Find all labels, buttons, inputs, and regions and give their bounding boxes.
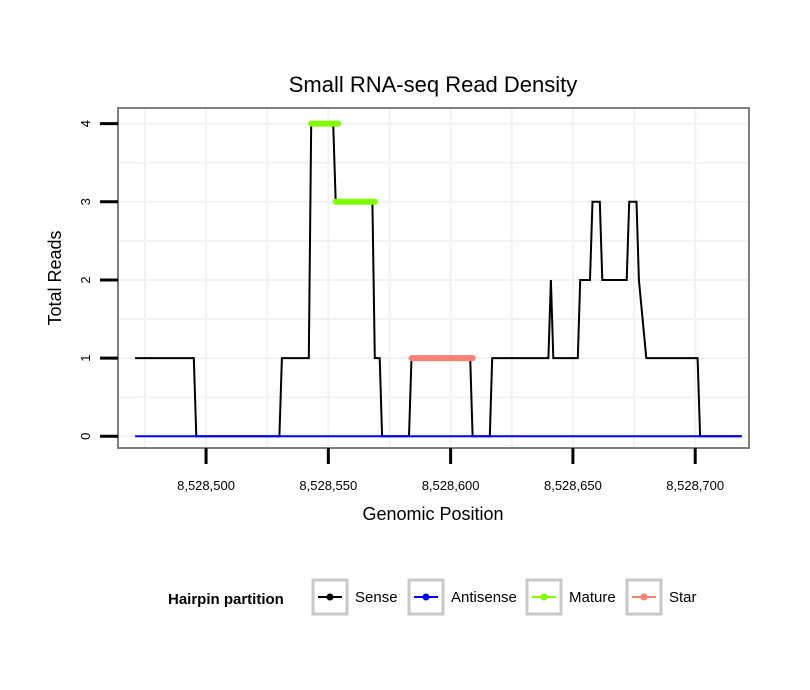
x-tick-label: 8,528,500 — [177, 478, 235, 493]
plot-panel-bg — [118, 108, 749, 448]
plot-area — [117, 107, 750, 449]
y-tick-label: 2 — [78, 276, 93, 283]
chart-title: Small RNA-seq Read Density — [289, 72, 578, 97]
legend-label-antisense: Antisense — [451, 589, 517, 606]
y-tick-label: 0 — [78, 433, 93, 440]
legend-key-dot-antisense — [422, 593, 430, 601]
x-tick-label: 8,528,700 — [666, 478, 724, 493]
y-tick-label: 4 — [78, 120, 93, 127]
legend: Hairpin partition Sense Antisense Mature St… — [168, 578, 697, 616]
y-axis-title: Total Reads — [45, 230, 65, 325]
legend-key-dot-mature — [540, 593, 548, 601]
legend-label-star: Star — [669, 589, 697, 606]
legend-key-dot-star — [640, 593, 648, 601]
x-tick-label: 8,528,550 — [299, 478, 357, 493]
legend-key-dot-sense — [326, 593, 334, 601]
y-tick-label: 3 — [78, 198, 93, 205]
y-tick-label: 1 — [78, 354, 93, 361]
x-axis-title: Genomic Position — [362, 504, 503, 524]
axes: 8,528,500 8,528,550 8,528,600 8,528,650 8,52… — [78, 120, 724, 493]
legend-label-sense: Sense — [355, 589, 398, 606]
legend-title: Hairpin partition — [168, 591, 284, 608]
x-tick-label: 8,528,600 — [422, 478, 480, 493]
plot-panel-border — [117, 107, 750, 449]
x-tick-label: 8,528,650 — [544, 478, 602, 493]
legend-label-mature: Mature — [569, 589, 616, 606]
